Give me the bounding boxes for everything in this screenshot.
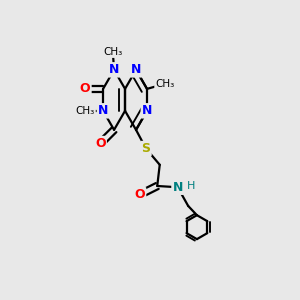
Text: CH₃: CH₃ [76, 106, 95, 116]
Text: N: N [98, 104, 108, 117]
Text: N: N [109, 63, 119, 76]
Text: CH₃: CH₃ [155, 79, 175, 89]
Text: N: N [172, 181, 183, 194]
Text: O: O [80, 82, 90, 95]
Text: N: N [142, 104, 152, 117]
Text: N: N [131, 63, 141, 76]
Text: O: O [134, 188, 145, 201]
Text: H: H [187, 181, 196, 191]
Text: CH₃: CH₃ [103, 47, 122, 57]
Text: O: O [95, 137, 106, 150]
Text: S: S [142, 142, 151, 155]
